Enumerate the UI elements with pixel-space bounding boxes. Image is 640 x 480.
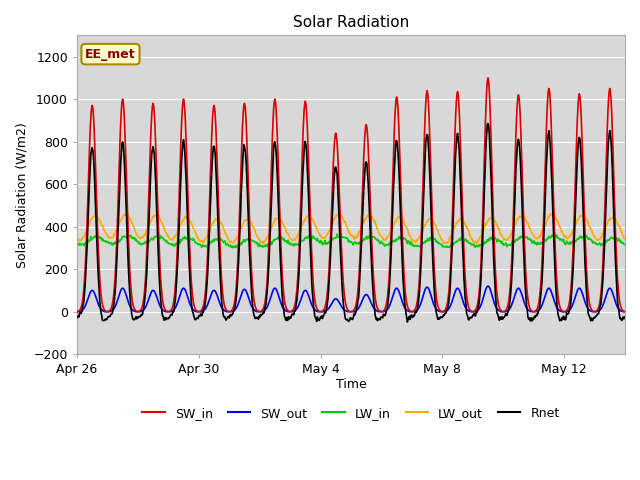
Y-axis label: Solar Radiation (W/m2): Solar Radiation (W/m2) [15,122,28,267]
Text: EE_met: EE_met [85,48,136,60]
Title: Solar Radiation: Solar Radiation [293,15,409,30]
Legend: SW_in, SW_out, LW_in, LW_out, Rnet: SW_in, SW_out, LW_in, LW_out, Rnet [137,402,564,425]
X-axis label: Time: Time [335,377,366,391]
